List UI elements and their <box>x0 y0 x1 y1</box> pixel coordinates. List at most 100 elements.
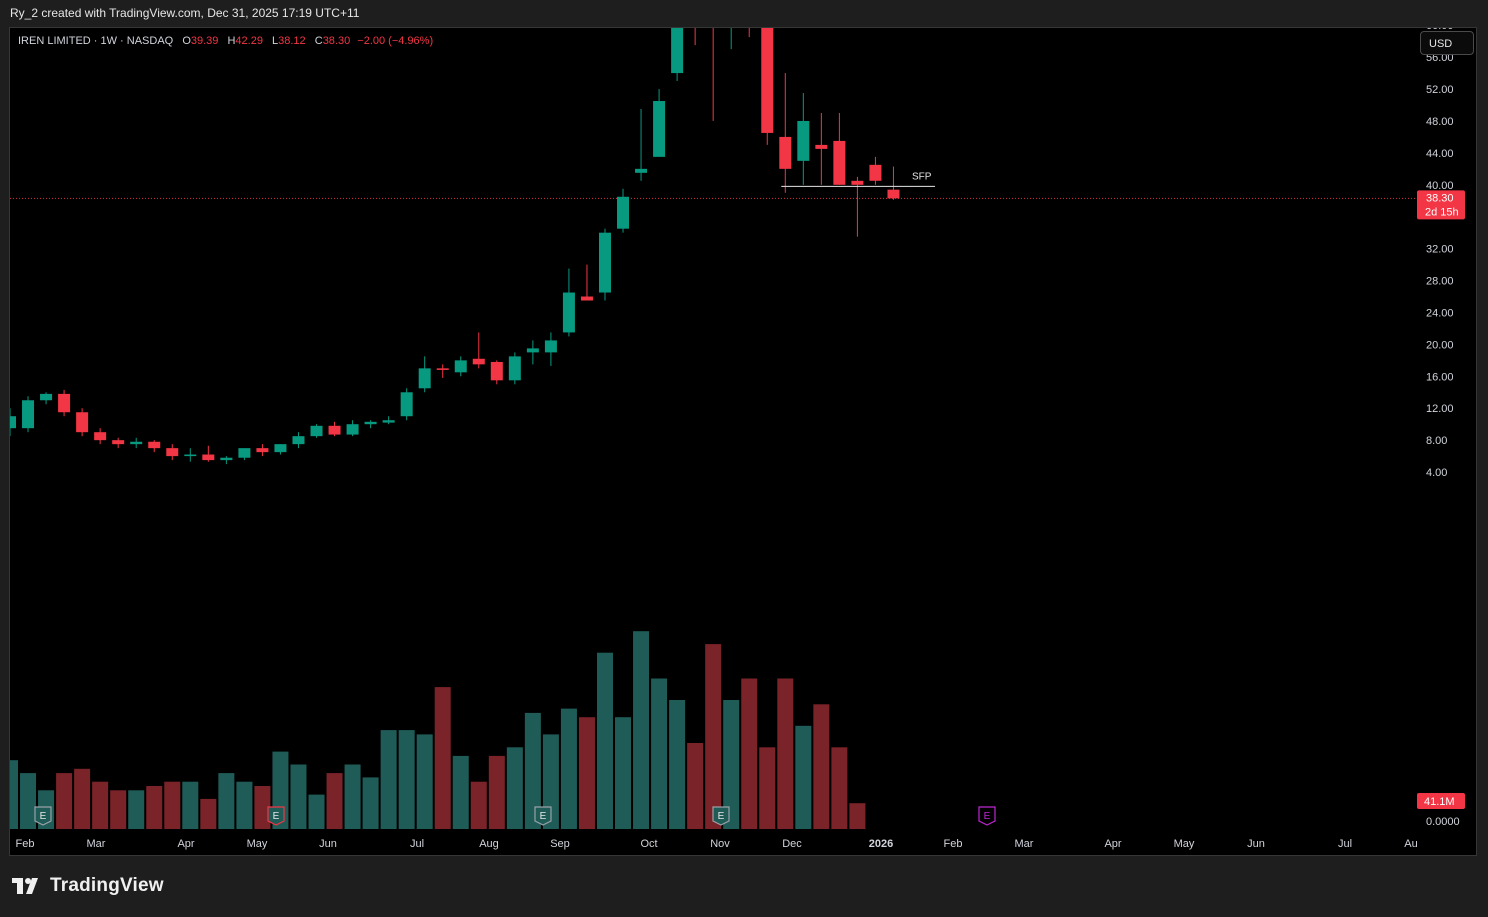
candle-body <box>851 180 864 185</box>
legend-low-label: L <box>272 35 279 47</box>
earnings-marker <box>534 806 552 826</box>
candle-body <box>598 232 611 293</box>
volume-bar <box>687 743 704 829</box>
candle-body <box>617 196 630 229</box>
time-axis-label: Jul <box>410 838 424 850</box>
candle-body <box>472 358 485 365</box>
earnings-marker-label: E <box>540 811 547 822</box>
candle-body <box>418 368 431 389</box>
volume-bar <box>92 781 109 829</box>
time-axis-label: Jul <box>1338 838 1352 850</box>
price-tick-label: 8.00 <box>1426 435 1447 447</box>
volume-bar <box>110 790 127 829</box>
earnings-marker-label: E <box>273 811 280 822</box>
volume-bar <box>849 803 866 829</box>
volume-bar <box>10 760 18 829</box>
volume-bar <box>20 773 37 829</box>
volume-bar <box>506 747 523 829</box>
earnings-marker <box>34 806 52 826</box>
time-axis-label: Nov <box>710 838 730 850</box>
volume-bar <box>344 764 361 829</box>
volume-bar <box>488 755 505 829</box>
candle-body <box>130 441 143 445</box>
volume-bar <box>741 678 758 829</box>
candle-body <box>10 416 16 429</box>
time-axis-label: Dec <box>782 838 802 850</box>
candle-body <box>148 441 161 449</box>
current-price-value: 38.30 <box>1426 192 1454 204</box>
legend-high-value: 42.29 <box>235 35 263 47</box>
volume-bar <box>596 652 613 829</box>
volume-bar <box>705 644 722 829</box>
time-axis-label: 2026 <box>869 838 893 850</box>
candle-body <box>454 360 467 373</box>
ohlc-legend: IREN LIMITED · 1W · NASDAQ O39.39 H42.29… <box>18 35 433 47</box>
volume-bar <box>146 786 163 829</box>
time-axis-label: May <box>247 838 268 850</box>
current-volume-badge <box>1417 793 1465 809</box>
time-axis-label: Au <box>1404 838 1417 850</box>
volume-bar <box>74 768 91 829</box>
candle-body <box>112 440 125 445</box>
price-chart[interactable]: SFP92.0088.0084.0080.0076.0072.0068.0064… <box>10 28 1477 856</box>
candle-body <box>526 348 539 353</box>
price-tick-label: 28.00 <box>1426 276 1454 288</box>
time-axis-label: Feb <box>944 838 963 850</box>
candle-body <box>436 368 449 370</box>
candle-body <box>40 393 53 401</box>
candle-body <box>220 457 233 461</box>
volume-bar <box>128 790 145 829</box>
candle-body <box>94 432 107 441</box>
volume-bar <box>200 798 217 829</box>
legend-open-label: O <box>182 35 191 47</box>
price-tick-label: 32.00 <box>1426 244 1454 256</box>
price-tick-label: 52.00 <box>1426 84 1454 96</box>
candle-body <box>166 448 179 457</box>
earnings-marker-label: E <box>40 811 47 822</box>
candle-body <box>653 101 666 157</box>
price-tick-label: 0.0000 <box>1426 816 1460 828</box>
volume-bar <box>308 794 325 829</box>
currency-button[interactable]: USD <box>1420 31 1474 55</box>
volume-bar <box>524 712 541 829</box>
volume-bar <box>470 781 487 829</box>
price-tick-label: 48.00 <box>1426 116 1454 128</box>
time-axis-label: Mar <box>1015 838 1034 850</box>
candle-body <box>346 424 359 435</box>
volume-bar <box>542 734 559 829</box>
candle-body <box>797 120 810 161</box>
candle-body <box>635 168 648 173</box>
volume-bar <box>560 708 577 829</box>
tradingview-logo-icon <box>12 878 38 894</box>
time-axis-label: Apr <box>177 838 194 850</box>
candle-body <box>274 444 287 453</box>
candle-body <box>238 448 251 458</box>
time-axis-label: Aug <box>479 838 499 850</box>
volume-bar <box>326 773 343 829</box>
candle-body <box>22 400 35 429</box>
time-axis-label: Apr <box>1104 838 1121 850</box>
volume-bar <box>831 747 848 829</box>
candle-body <box>562 292 575 333</box>
volume-bar <box>578 717 595 829</box>
volume-bar <box>669 700 686 829</box>
volume-bar <box>777 678 794 829</box>
candle-body <box>364 421 377 425</box>
earnings-marker-label: E <box>984 811 991 822</box>
volume-bar <box>795 725 812 829</box>
footer-brand[interactable]: TradingView <box>12 875 164 897</box>
candle-body <box>310 425 323 437</box>
candle-body <box>202 454 215 461</box>
candle-body <box>671 28 684 74</box>
time-axis-label: Jun <box>1247 838 1265 850</box>
current-volume-value: 41.1M <box>1424 796 1455 808</box>
volume-bar <box>633 631 650 829</box>
volume-bar <box>759 747 776 829</box>
earnings-marker <box>978 806 996 826</box>
candle-body <box>833 140 846 185</box>
price-tick-label: 4.00 <box>1426 467 1447 479</box>
candle-body <box>256 448 269 453</box>
price-tick-label: 56.00 <box>1426 52 1454 64</box>
volume-bar <box>290 764 307 829</box>
legend-high-label: H <box>227 35 236 47</box>
